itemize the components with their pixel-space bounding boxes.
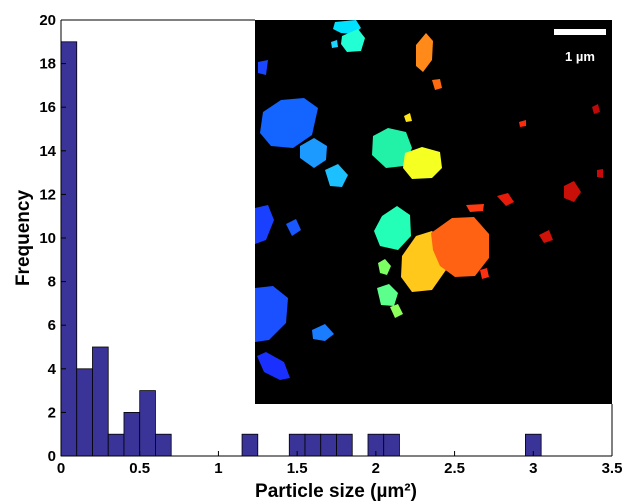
histogram-bar	[320, 433, 337, 457]
particle-blob	[519, 120, 526, 127]
particle-blob	[300, 138, 327, 168]
particle-blob	[312, 324, 334, 341]
histogram-bar	[304, 433, 322, 457]
x-axis-ticks: 0 0.5 1 1.5 2 2.5 3 3.5	[57, 451, 623, 477]
particle-blob	[416, 33, 433, 72]
y-tick-label: 6	[48, 317, 56, 334]
particle-blob	[286, 219, 301, 236]
y-tick-label: 0	[48, 448, 56, 465]
particle-blob	[378, 259, 391, 275]
y-tick-label: 2	[48, 404, 56, 421]
inset-background	[255, 20, 612, 404]
y-tick-label: 18	[39, 56, 56, 73]
particle-blob	[480, 268, 489, 279]
histogram-bar	[155, 433, 172, 457]
scale-bar-label: 1 µm	[565, 49, 595, 64]
particle-blob	[374, 206, 411, 250]
y-axis-title: Frequency	[13, 190, 34, 287]
particle-blob	[466, 204, 484, 212]
histogram-bars	[60, 41, 542, 457]
particle-blob	[255, 286, 288, 342]
x-tick-label: 2.5	[444, 460, 465, 477]
x-axis-title: Particle size (µm²)	[255, 481, 417, 502]
x-tick-label: 3.5	[602, 460, 623, 477]
histogram-bar	[60, 41, 78, 457]
x-tick-label: 0.5	[129, 460, 150, 477]
histogram-bar	[241, 433, 259, 457]
particle-blob	[257, 352, 290, 380]
x-tick-label: 3	[529, 460, 537, 477]
particle-blob	[431, 217, 489, 277]
particle-blob	[255, 205, 274, 244]
particle-blobs	[255, 20, 603, 380]
y-tick-label: 8	[48, 274, 56, 291]
y-tick-label: 12	[39, 186, 56, 203]
histogram-bar	[139, 390, 156, 457]
particle-blob	[333, 20, 361, 34]
particle-image-inset: 1 µm	[255, 20, 612, 404]
particle-blob	[372, 128, 412, 168]
particle-blob	[597, 169, 603, 178]
y-tick-label: 16	[39, 99, 56, 116]
particle-blob	[341, 29, 365, 52]
particle-blob	[432, 79, 442, 90]
histogram-bar	[383, 433, 400, 457]
histogram-bar	[76, 368, 93, 457]
particle-blob	[403, 147, 442, 179]
particle-blob	[404, 113, 412, 122]
histogram-bar	[107, 433, 125, 457]
y-tick-label: 10	[39, 230, 56, 247]
histogram-bar	[92, 346, 109, 457]
y-tick-label: 20	[39, 12, 56, 29]
particle-blob	[258, 60, 268, 75]
particle-blob	[325, 164, 348, 187]
y-axis-ticks: 0 2 4 6 8 10 12 14 16 18 20	[39, 12, 66, 465]
x-tick-label: 0	[57, 460, 65, 477]
y-tick-label: 14	[39, 143, 56, 160]
particle-blob	[564, 181, 581, 202]
x-tick-label: 2	[372, 460, 380, 477]
x-tick-label: 1.5	[287, 460, 308, 477]
particle-blob	[331, 40, 338, 48]
x-tick-label: 1	[214, 460, 222, 477]
y-tick-label: 4	[48, 361, 57, 378]
histogram-bar	[123, 411, 141, 457]
particle-blob	[390, 304, 403, 318]
particle-blob	[497, 193, 514, 206]
particle-blob	[377, 284, 398, 306]
scale-bar	[554, 29, 606, 35]
histogram-bar	[336, 433, 353, 457]
particle-blob	[539, 230, 553, 243]
particle-blob	[592, 104, 600, 114]
particle-blob	[260, 98, 318, 148]
